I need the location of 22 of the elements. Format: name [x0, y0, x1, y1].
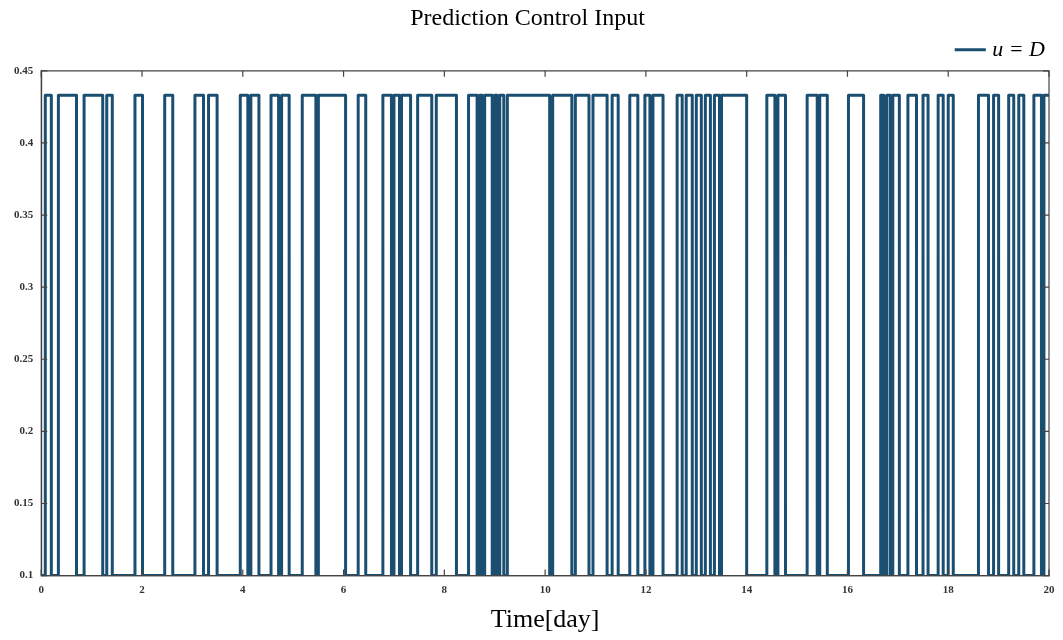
y-tick-label: 0.1	[19, 568, 34, 581]
x-tick-label: 18	[942, 583, 955, 596]
x-axis-title: Time[day]	[490, 604, 600, 634]
x-tick-label: 12	[640, 583, 652, 596]
x-tick-label: 14	[741, 583, 753, 596]
x-tick-label: 16	[841, 583, 854, 596]
y-tick-label: 0.3	[19, 279, 34, 292]
x-tick-label: 6	[340, 583, 347, 596]
y-tick-label: 0.25	[14, 352, 34, 365]
x-tick-label: 20	[1043, 583, 1055, 596]
y-tick-label: 0.15	[14, 496, 34, 509]
y-tick-label: 0.4	[19, 135, 34, 148]
y-tick-label: 0.45	[14, 63, 34, 76]
x-tick-label: 0	[38, 583, 45, 596]
x-tick-label: 10	[539, 583, 552, 596]
chart-title: Prediction Control Input	[410, 3, 646, 30]
y-tick-label: 0.2	[19, 424, 34, 437]
x-tick-label: 4	[240, 583, 247, 596]
y-tick-label: 0.35	[14, 207, 34, 220]
legend-label: u = D	[992, 35, 1046, 61]
x-tick-label: 8	[441, 583, 448, 596]
x-tick-label: 2	[139, 583, 146, 596]
